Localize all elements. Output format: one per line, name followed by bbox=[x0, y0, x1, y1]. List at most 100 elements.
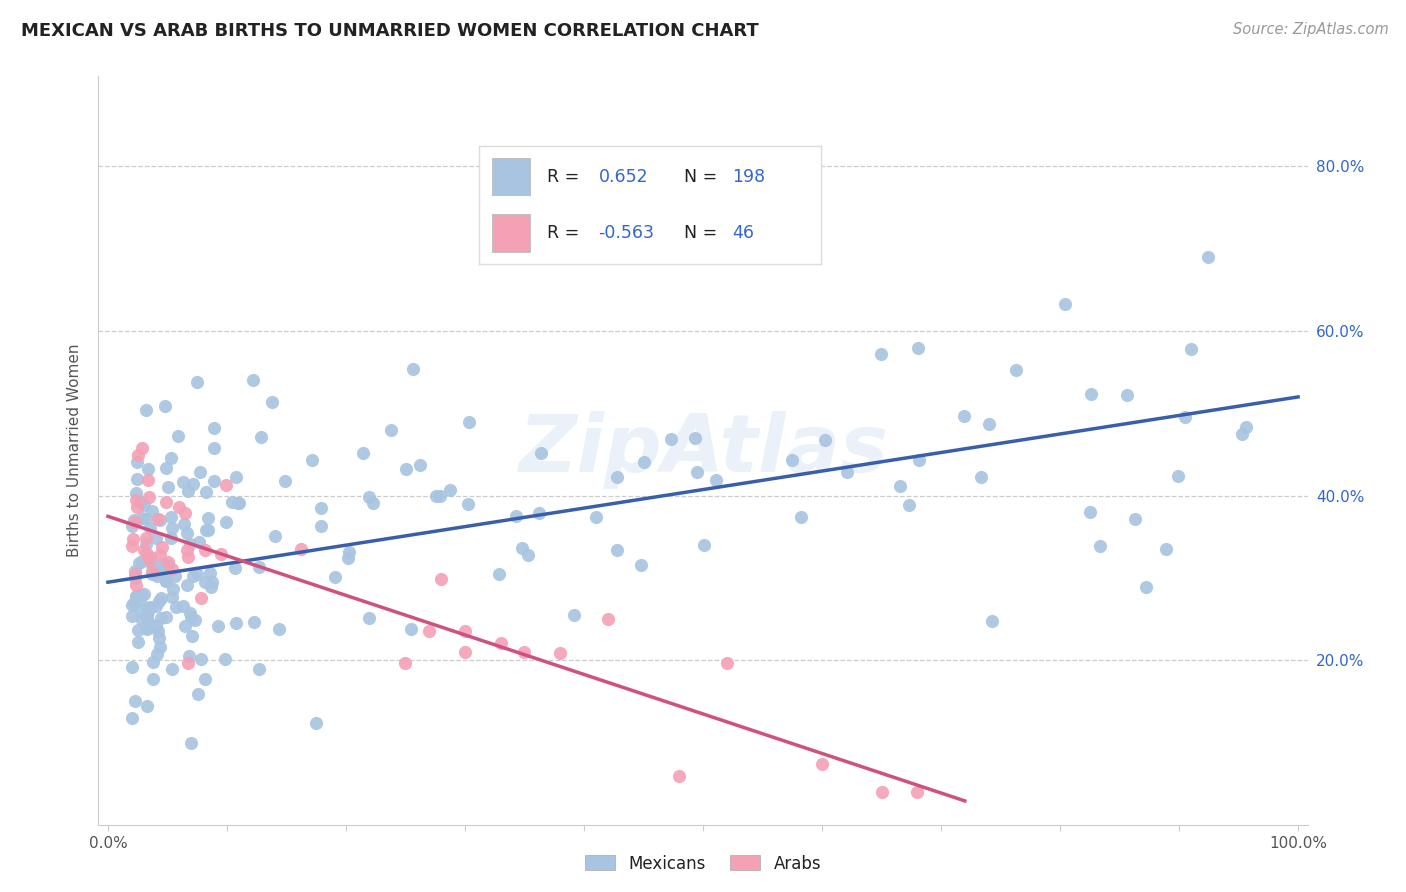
Point bbox=[124, 515, 146, 529]
Point bbox=[141, 504, 163, 518]
Point bbox=[159, 510, 181, 524]
Point bbox=[135, 621, 157, 635]
Point bbox=[148, 512, 170, 526]
Point bbox=[693, 538, 716, 552]
Point bbox=[194, 484, 217, 499]
Point bbox=[1197, 250, 1219, 264]
Point bbox=[488, 566, 510, 581]
Point bbox=[136, 547, 159, 561]
Point bbox=[402, 362, 425, 376]
Point bbox=[1123, 512, 1146, 526]
Point bbox=[221, 495, 243, 509]
Point bbox=[121, 539, 143, 553]
Point bbox=[150, 591, 173, 606]
Point bbox=[215, 478, 238, 492]
Point bbox=[145, 619, 167, 633]
Point bbox=[148, 594, 170, 608]
Point bbox=[150, 562, 173, 576]
Point bbox=[898, 499, 921, 513]
Point bbox=[207, 619, 229, 633]
Point bbox=[135, 611, 157, 625]
Point bbox=[136, 699, 159, 714]
Point bbox=[125, 590, 148, 604]
Point bbox=[228, 496, 250, 510]
Point bbox=[242, 372, 264, 386]
Point bbox=[198, 566, 221, 580]
Point bbox=[125, 589, 148, 603]
Point bbox=[181, 630, 204, 644]
Point bbox=[633, 455, 655, 469]
Point bbox=[352, 445, 374, 459]
Point bbox=[215, 515, 238, 529]
Text: N =: N = bbox=[685, 168, 717, 186]
Point bbox=[179, 537, 201, 551]
Point bbox=[418, 624, 440, 639]
Point bbox=[180, 736, 202, 750]
Point bbox=[127, 448, 149, 462]
Point bbox=[145, 599, 167, 613]
Point bbox=[136, 462, 159, 476]
Point bbox=[1135, 580, 1157, 594]
Point bbox=[149, 567, 172, 582]
Point bbox=[177, 656, 200, 670]
Point bbox=[1005, 363, 1028, 377]
Point bbox=[529, 446, 551, 460]
Point bbox=[290, 542, 312, 557]
Point bbox=[131, 442, 153, 456]
Point bbox=[139, 556, 162, 570]
Point bbox=[409, 458, 432, 472]
Point bbox=[155, 610, 177, 624]
Point bbox=[224, 561, 246, 575]
Point bbox=[908, 453, 931, 467]
Point bbox=[122, 596, 145, 610]
Point bbox=[186, 567, 208, 582]
Point bbox=[202, 421, 225, 435]
Point bbox=[177, 649, 200, 664]
Point bbox=[136, 605, 159, 619]
Point bbox=[1167, 469, 1189, 483]
Point bbox=[1230, 426, 1253, 441]
Point bbox=[811, 757, 834, 772]
Point bbox=[1174, 410, 1197, 425]
Point bbox=[225, 615, 247, 630]
Point bbox=[121, 711, 143, 725]
Point bbox=[124, 571, 146, 585]
Point bbox=[194, 542, 217, 557]
Point bbox=[135, 511, 157, 525]
Point bbox=[716, 656, 738, 670]
Point bbox=[149, 548, 172, 562]
Point bbox=[146, 624, 169, 638]
Point bbox=[138, 554, 160, 568]
Point bbox=[155, 574, 177, 588]
Point bbox=[190, 591, 212, 605]
Point bbox=[780, 453, 803, 467]
Point bbox=[401, 622, 423, 636]
Point bbox=[201, 574, 224, 589]
Point bbox=[188, 465, 211, 479]
Point bbox=[1088, 539, 1111, 553]
Point bbox=[121, 660, 143, 674]
Point bbox=[142, 672, 165, 686]
Point bbox=[187, 534, 209, 549]
Text: 0.652: 0.652 bbox=[599, 168, 648, 186]
Point bbox=[139, 550, 162, 565]
Point bbox=[439, 483, 461, 498]
Point bbox=[125, 578, 148, 592]
Point bbox=[1116, 387, 1139, 401]
Point bbox=[186, 375, 208, 389]
Point bbox=[165, 600, 187, 615]
Text: R =: R = bbox=[547, 168, 579, 186]
Point bbox=[704, 473, 727, 487]
Legend: Mexicans, Arabs: Mexicans, Arabs bbox=[578, 848, 828, 880]
Point bbox=[153, 399, 176, 413]
Point bbox=[981, 615, 1004, 629]
Point bbox=[174, 619, 197, 633]
Point bbox=[585, 509, 607, 524]
Point bbox=[194, 575, 217, 590]
Point bbox=[267, 623, 290, 637]
Point bbox=[1080, 387, 1102, 401]
Point bbox=[357, 490, 380, 504]
Point bbox=[202, 442, 225, 456]
Y-axis label: Births to Unmarried Women: Births to Unmarried Women bbox=[67, 343, 83, 558]
Point bbox=[127, 500, 149, 514]
